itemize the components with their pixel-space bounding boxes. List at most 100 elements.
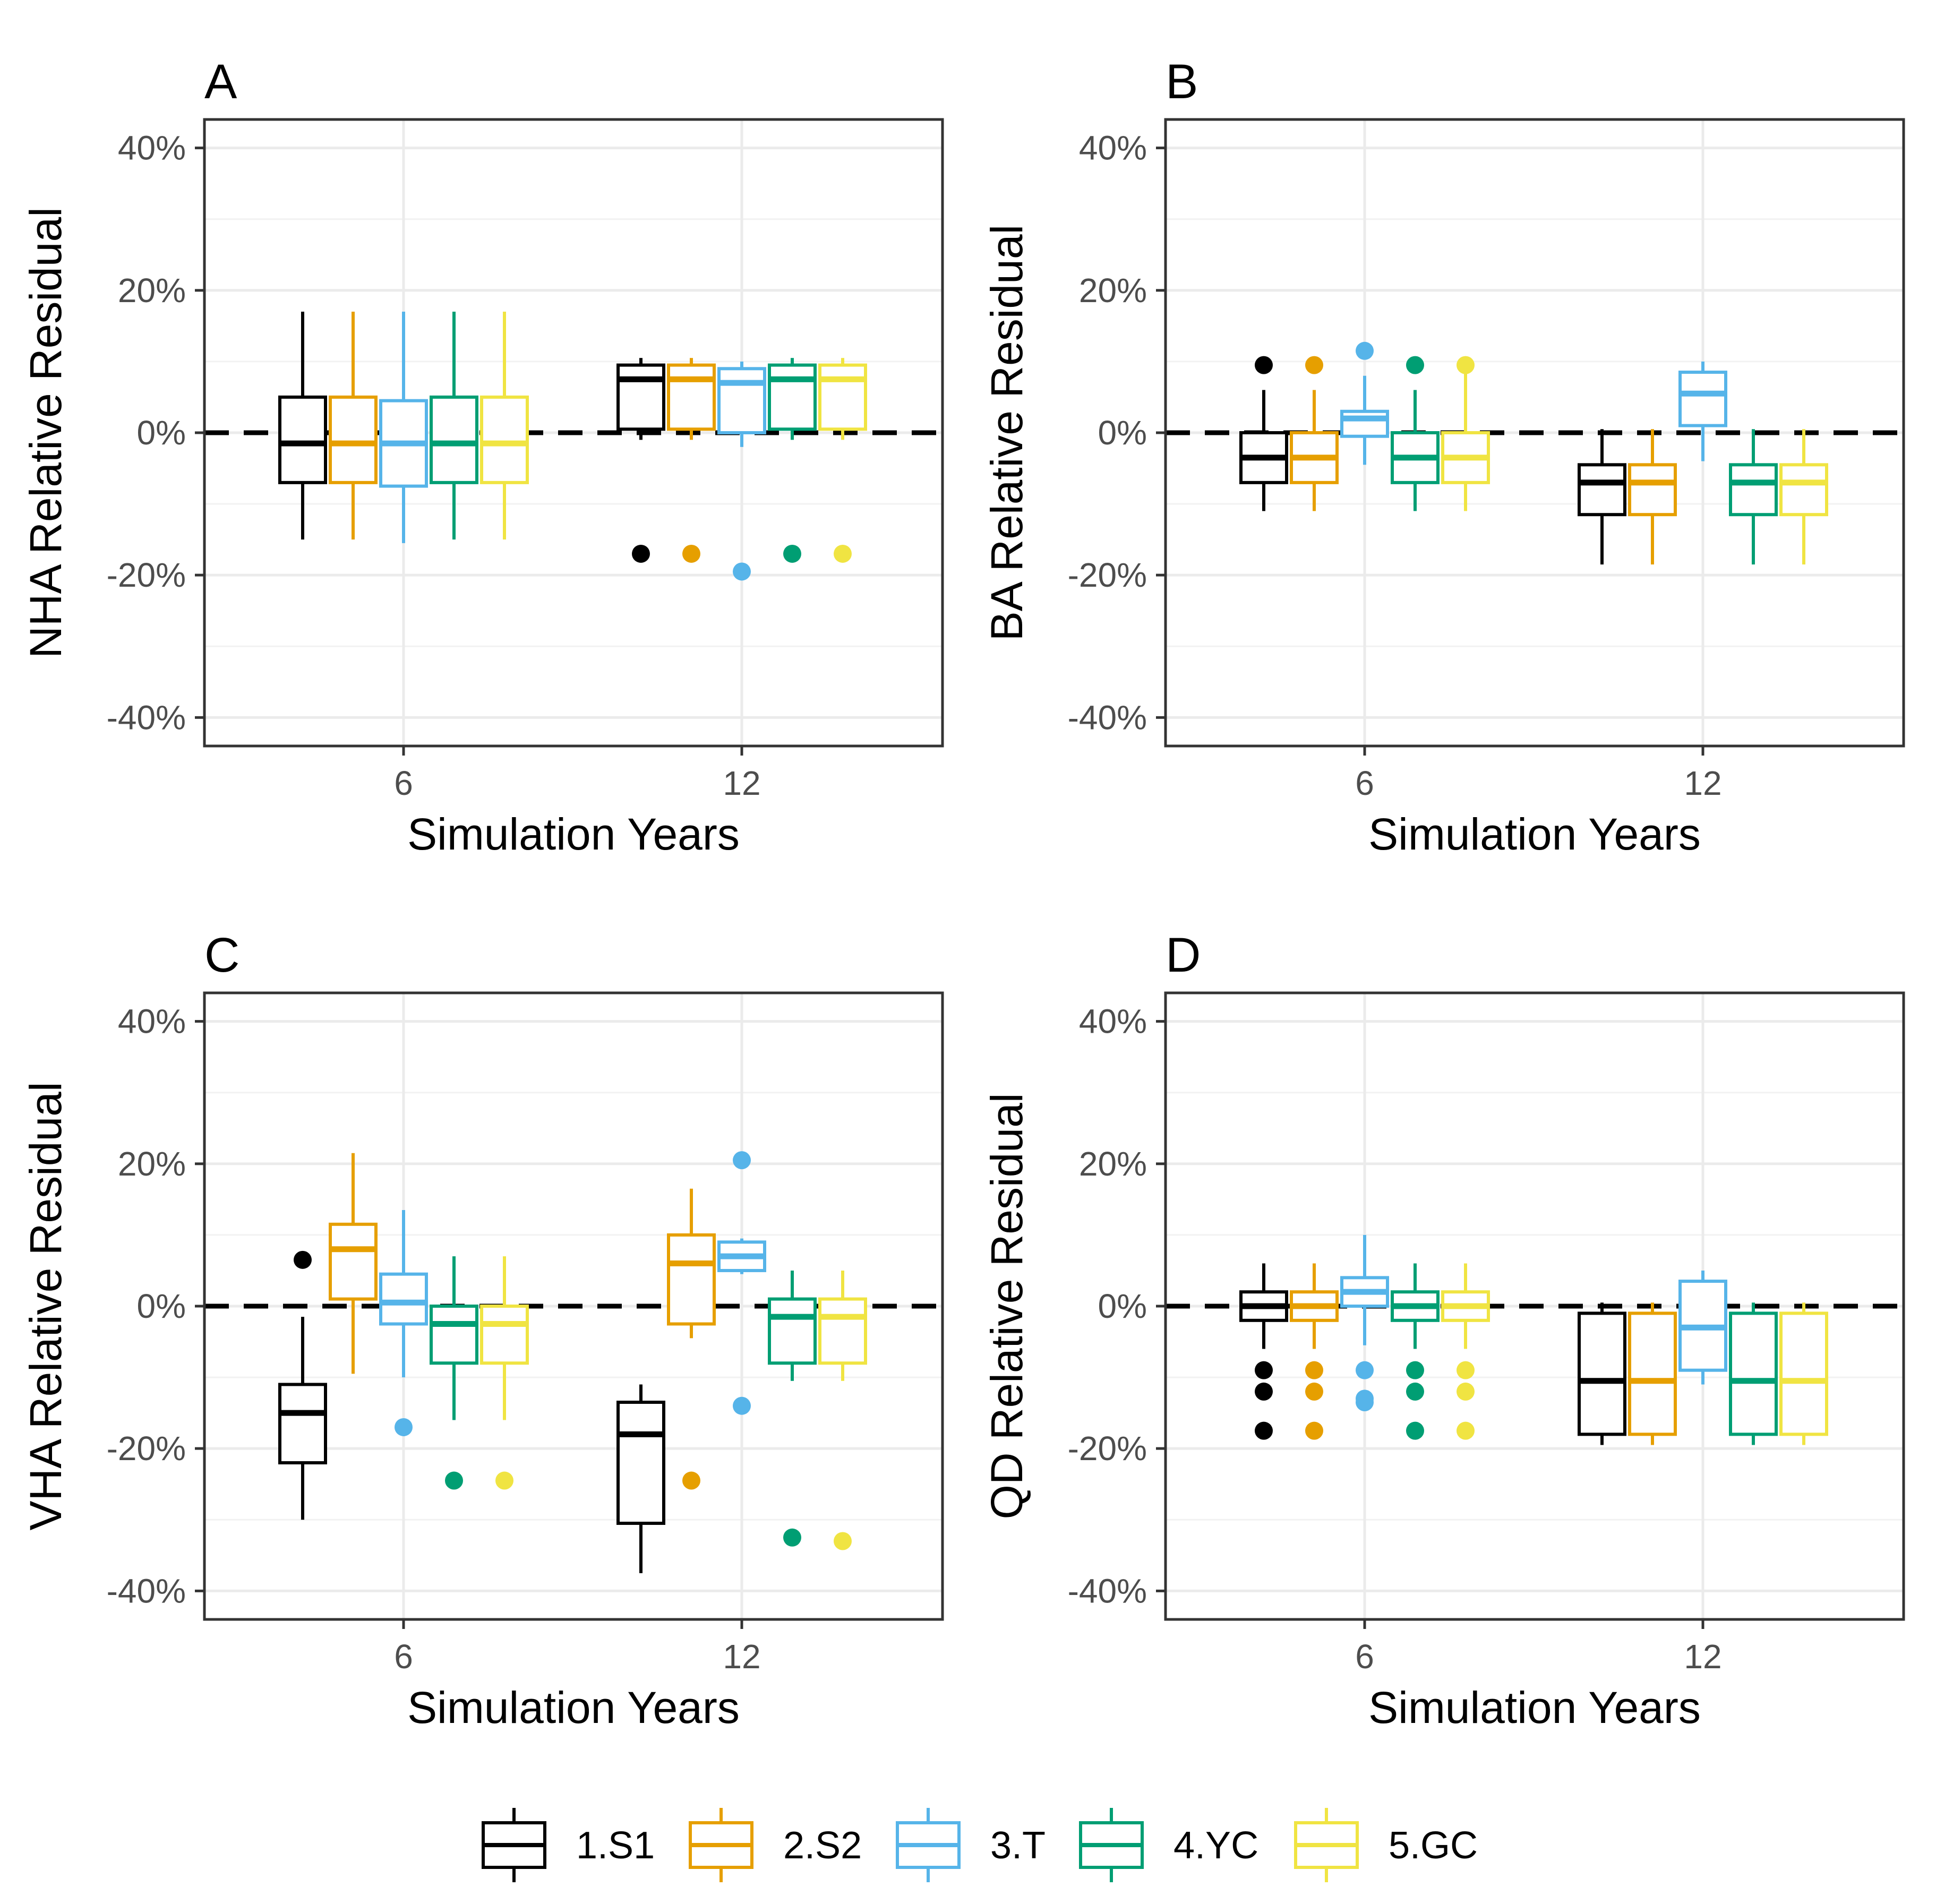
box-body — [430, 1305, 478, 1365]
legend-item-4.YC: 4.YC — [1079, 1808, 1258, 1882]
box-body — [1729, 463, 1778, 517]
box-1.S1 — [1578, 429, 1626, 565]
box-2.S2 — [667, 1188, 716, 1490]
box-4.YC — [430, 1256, 478, 1490]
box-2.S2 — [1290, 356, 1339, 511]
legend-item-1.S1: 1.S1 — [482, 1808, 655, 1882]
y-tick-label: 0% — [1098, 1287, 1147, 1325]
box-body — [480, 395, 529, 484]
panel-letter: D — [1166, 928, 1201, 982]
box-3.T — [1678, 361, 1727, 461]
outlier-point — [733, 1151, 751, 1170]
box-body — [717, 367, 766, 434]
outlier-point — [834, 544, 852, 563]
legend-item-2.S2: 2.S2 — [689, 1808, 862, 1882]
y-axis-title: BA Relative Residual — [982, 225, 1032, 641]
outlier-point — [495, 1471, 513, 1490]
outlier-point — [445, 1471, 463, 1490]
box-body — [616, 363, 665, 431]
legend-item-5.GC: 5.GC — [1294, 1808, 1478, 1882]
outlier-point — [1305, 1421, 1323, 1440]
box-body — [480, 1305, 529, 1365]
x-tick-label: 12 — [723, 764, 760, 802]
box-body — [1628, 463, 1677, 517]
legend-label: 4.YC — [1173, 1824, 1258, 1867]
y-tick-label: -20% — [1068, 556, 1147, 594]
box-3.T — [1340, 341, 1389, 465]
box-3.T — [379, 1210, 428, 1436]
outlier-point — [1406, 1361, 1424, 1379]
outlier-point — [1457, 1361, 1475, 1379]
outlier-point — [632, 544, 650, 563]
outlier-point — [1255, 356, 1273, 374]
box-5.GC — [480, 312, 529, 540]
y-tick-label: -20% — [107, 556, 186, 594]
box-4.YC — [1391, 356, 1440, 511]
box-body — [768, 363, 817, 431]
outlier-point — [1457, 1421, 1475, 1440]
outlier-point — [682, 1471, 700, 1490]
legend: 1.S1 2.S2 3.T 4.YC 5.GC — [482, 1808, 1478, 1882]
outlier-point — [1356, 1361, 1374, 1379]
box-5.GC — [818, 1270, 867, 1550]
box-body — [329, 395, 378, 484]
panel-b: -40% -20% 0% 20% 40% 6 12 Simulation Years BA Re… — [982, 55, 1905, 859]
outlier-point — [1406, 1382, 1424, 1401]
box-group-12 — [616, 358, 867, 581]
box-body — [329, 1222, 378, 1301]
box-2.S2 — [1628, 1302, 1677, 1445]
box-5.GC — [818, 358, 867, 563]
x-axis-title: Simulation Years — [407, 1683, 740, 1733]
box-1.S1 — [616, 1384, 665, 1573]
box-body — [768, 1297, 817, 1365]
box-body — [379, 1272, 428, 1326]
outlier-point — [783, 1528, 801, 1547]
y-tick-label: 40% — [118, 129, 186, 167]
x-tick-label: 12 — [1684, 1637, 1721, 1676]
box-body — [1729, 1311, 1778, 1436]
box-body — [1628, 1311, 1677, 1436]
panel-letter: B — [1166, 55, 1198, 109]
box-2.S2 — [329, 312, 378, 540]
box-body — [1340, 409, 1389, 438]
outlier-point — [1457, 356, 1475, 374]
panel-d: -40% -20% 0% 20% 40% 6 12 Simulation Years QD Re… — [982, 928, 1905, 1733]
box-group-12 — [616, 1151, 867, 1573]
box-3.T — [717, 1151, 766, 1415]
box-2.S2 — [1290, 1263, 1339, 1440]
box-5.GC — [1441, 356, 1490, 511]
box-body — [278, 1383, 327, 1464]
box-4.YC — [1729, 429, 1778, 565]
outlier-point — [1406, 1421, 1424, 1440]
box-group-6 — [1239, 341, 1490, 511]
box-body — [818, 1297, 867, 1365]
box-3.T — [1340, 1234, 1389, 1412]
box-2.S2 — [667, 358, 716, 563]
box-3.T — [1678, 1270, 1727, 1385]
y-tick-label: 20% — [1079, 271, 1147, 310]
y-tick-label: 40% — [118, 1002, 186, 1041]
box-body — [1578, 1311, 1626, 1436]
box-5.GC — [1779, 429, 1828, 565]
legend-label: 1.S1 — [576, 1824, 655, 1867]
box-4.YC — [430, 312, 478, 540]
outlier-point — [1457, 1382, 1475, 1401]
box-group-6 — [1239, 1234, 1490, 1440]
panel-letter: A — [204, 55, 237, 109]
outlier-point — [682, 544, 700, 563]
outlier-point — [1406, 356, 1424, 374]
box-body — [1678, 371, 1727, 427]
legend-item-3.T: 3.T — [896, 1808, 1046, 1882]
outlier-point — [1255, 1361, 1273, 1379]
y-tick-label: -40% — [107, 698, 186, 736]
y-tick-label: 20% — [1079, 1145, 1147, 1183]
x-tick-label: 12 — [1684, 764, 1721, 802]
box-body — [430, 395, 478, 484]
outlier-point — [834, 1532, 852, 1550]
box-group-12 — [1578, 1270, 1828, 1445]
y-tick-label: -40% — [1068, 698, 1147, 736]
box-body — [667, 1233, 716, 1326]
legend-label: 3.T — [990, 1824, 1046, 1867]
outlier-point — [395, 1418, 413, 1436]
